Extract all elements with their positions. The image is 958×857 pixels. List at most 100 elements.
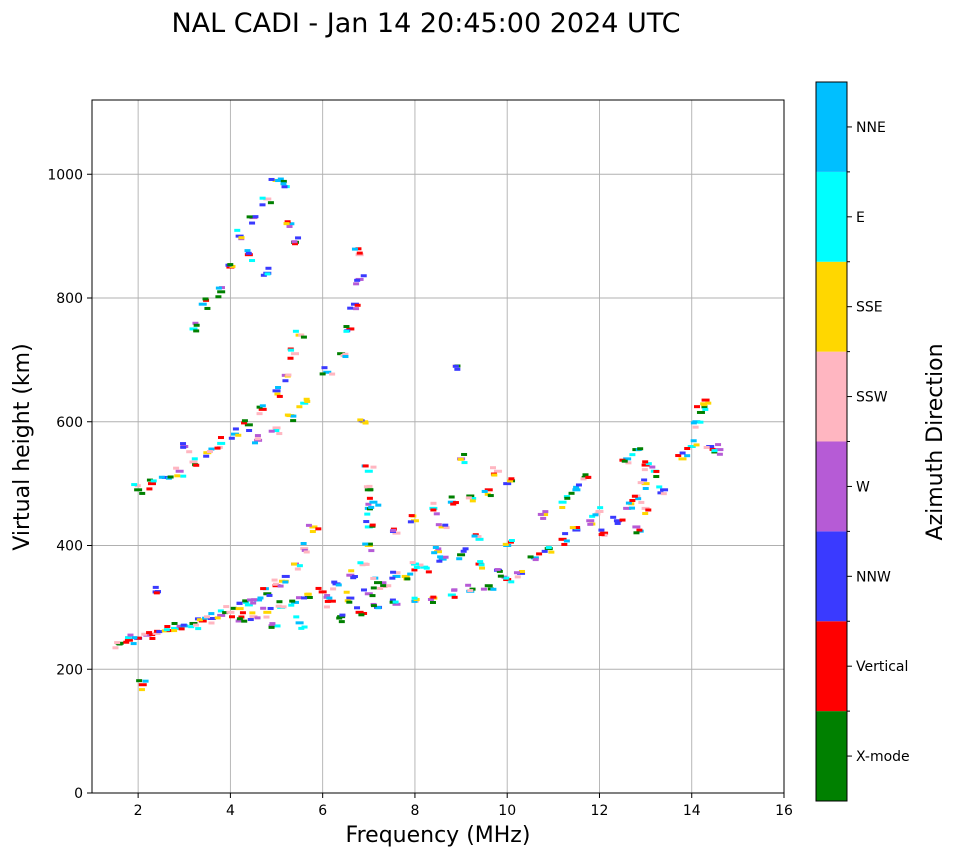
data-point (191, 457, 198, 461)
data-point (305, 592, 312, 596)
data-point (461, 461, 468, 465)
x-tick-label: 6 (318, 803, 327, 819)
data-point (277, 584, 284, 588)
data-point (286, 222, 295, 226)
data-point (276, 600, 283, 604)
data-point (180, 623, 187, 627)
data-point (291, 562, 298, 566)
data-point (289, 599, 296, 603)
data-point (171, 629, 178, 633)
data-point (530, 556, 539, 560)
data-point (188, 625, 195, 629)
data-point (235, 607, 244, 611)
data-point (266, 593, 273, 597)
data-point (303, 550, 310, 554)
data-point (706, 445, 715, 448)
data-point (249, 259, 256, 263)
data-point (454, 367, 461, 371)
data-point (494, 568, 501, 572)
data-point (217, 436, 224, 440)
data-point (364, 469, 373, 473)
data-point (705, 401, 712, 405)
data-point (536, 552, 543, 556)
data-point (621, 459, 628, 463)
data-point (335, 583, 342, 587)
data-point (309, 525, 318, 529)
data-point (223, 605, 230, 609)
data-point (158, 475, 165, 479)
data-point (263, 610, 272, 614)
data-point (502, 542, 509, 546)
data-point (457, 553, 466, 557)
data-point (369, 523, 376, 527)
data-point (478, 563, 485, 567)
data-point (638, 500, 645, 504)
data-point (357, 561, 364, 565)
data-point (585, 475, 592, 479)
data-point (324, 594, 331, 598)
data-point (716, 452, 723, 456)
data-point (629, 506, 636, 510)
data-point (252, 215, 259, 219)
data-point (569, 526, 576, 530)
data-point (228, 436, 235, 440)
data-point (288, 603, 295, 607)
data-point (417, 563, 424, 567)
data-point (629, 453, 636, 457)
data-point (280, 605, 287, 609)
data-point (304, 399, 311, 403)
data-point (195, 627, 202, 631)
data-point (139, 491, 146, 495)
data-point (642, 460, 649, 464)
data-point (493, 469, 502, 473)
data-point (575, 483, 582, 487)
data-point (465, 583, 472, 587)
data-point (657, 491, 664, 495)
data-point (243, 600, 250, 604)
data-point (631, 494, 638, 498)
data-point (364, 592, 373, 596)
data-point (411, 568, 418, 572)
data-point (693, 443, 700, 447)
data-point (278, 579, 285, 583)
data-point (254, 437, 261, 441)
y-axis-ticks: 0 200 400 600 800 1000 (47, 167, 92, 802)
data-point (254, 616, 261, 620)
data-point (152, 585, 159, 589)
colorbar-swatch-xmode (816, 711, 847, 801)
data-point (443, 526, 450, 530)
data-point (152, 631, 161, 635)
data-point (284, 220, 291, 224)
data-point (337, 352, 346, 356)
data-point (438, 557, 447, 561)
data-point (282, 580, 289, 584)
data-point (641, 463, 650, 467)
data-point (346, 327, 355, 331)
data-point (298, 626, 305, 630)
data-point (175, 469, 184, 473)
data-point (124, 638, 133, 642)
data-point (268, 624, 275, 628)
data-point (272, 389, 281, 393)
data-point (246, 215, 253, 219)
data-point (507, 479, 514, 483)
data-point (247, 598, 254, 602)
data-point (558, 537, 567, 541)
data-point (227, 263, 234, 267)
data-point (303, 397, 310, 401)
data-point (487, 494, 494, 498)
data-point (324, 599, 331, 603)
data-point (407, 572, 414, 576)
data-point (247, 618, 254, 622)
data-point (447, 500, 456, 504)
data-point (641, 478, 648, 482)
data-point (702, 407, 709, 411)
data-point (374, 581, 383, 585)
data-point (215, 295, 222, 299)
data-point (214, 446, 221, 450)
data-point (304, 595, 313, 599)
data-point (136, 679, 143, 683)
data-point (189, 460, 198, 464)
data-point (451, 595, 458, 599)
data-point (625, 461, 632, 465)
